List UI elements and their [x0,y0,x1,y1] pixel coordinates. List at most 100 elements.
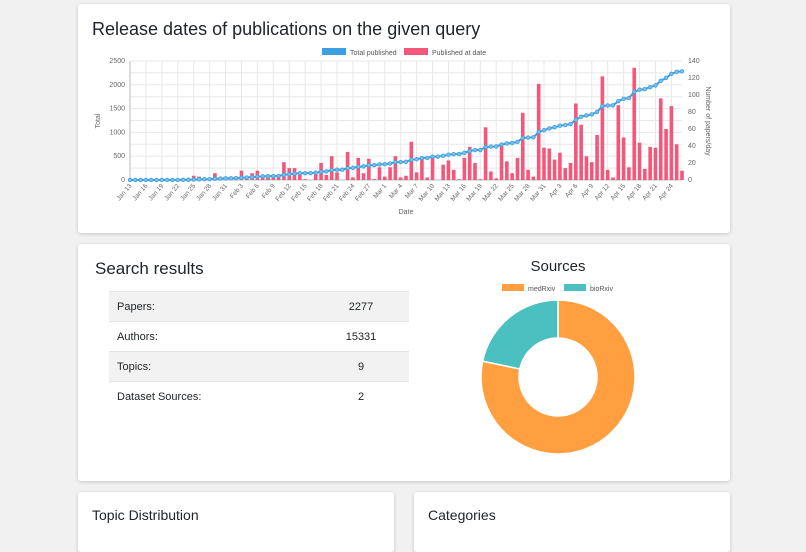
total-point [462,150,467,156]
x-tick-label: Mar 16 [450,182,469,202]
release-chart-card: Release dates of publications on the giv… [78,4,730,233]
total-point [563,122,568,128]
daily-bar [473,163,477,180]
y-left-tick-label: 0 [121,177,125,184]
x-tick-label: Mar 19 [465,182,484,202]
slice-bioRxiv [481,299,559,370]
x-tick-label: Jan 22 [163,183,181,203]
total-point [164,177,170,183]
total-point [451,151,456,157]
row-label: Topics: [109,351,313,382]
total-point [191,177,196,182]
total-point [387,161,393,166]
total-point [663,75,669,81]
x-tick-label: Mar 10 [418,182,437,202]
daily-bar [643,168,647,180]
total-point [196,177,202,182]
total-point [472,147,478,153]
total-point [318,169,324,174]
total-point [483,144,488,150]
total-point [313,170,318,175]
total-point [361,164,366,169]
table-row: Dataset Sources: 2 [109,381,409,411]
total-point [175,177,180,183]
daily-bar [611,177,615,180]
total-point [302,170,308,176]
total-point [626,95,632,101]
total-point [653,83,658,88]
x-tick-label: Feb 27 [354,183,373,203]
daily-bar [483,127,488,180]
legend-swatch-bioRxiv [564,284,586,291]
daily-bar [637,142,642,180]
legend-label-bioRxiv: bioRxiv [590,286,613,293]
total-point [281,172,287,178]
y-left-tick-label: 2000 [109,82,125,89]
daily-bar [605,169,610,180]
y-left-axis-title: Total [95,113,102,128]
daily-bar [648,146,652,180]
daily-bar [239,170,244,180]
total-point [568,121,573,127]
search-results-table: Papers: 2277 Authors: 15331 Topics: 9 Dataset … [109,291,409,411]
daily-bar [266,177,270,180]
total-point [414,157,419,162]
total-point [573,117,579,123]
slice-medRxiv [480,299,636,455]
y-left-tick-label: 2500 [109,58,125,65]
daily-bar [579,124,583,180]
daily-bar [510,173,514,180]
x-tick-label: Feb 12 [274,183,293,203]
daily-bar [558,152,562,180]
daily-bar [658,98,663,180]
row-value: 15331 [313,321,409,352]
total-point [621,96,626,101]
total-point [356,164,361,169]
x-tick-label: Apr 12 [594,182,612,201]
legend-label-medRxiv: medRxiv [528,286,556,293]
x-tick-label: Feb 15 [290,183,309,203]
daily-bar [382,176,387,180]
x-tick-label: Apr 3 [548,182,564,199]
total-point [515,139,520,145]
total-point [334,167,340,172]
daily-bar [276,177,281,180]
daily-bar [574,103,578,180]
total-point [149,177,154,183]
total-point [594,109,600,115]
daily-bar [271,176,276,180]
total-point [297,170,303,176]
daily-bar [552,159,557,180]
total-point [557,123,563,128]
legend-swatch-daily [404,48,428,55]
daily-bar [372,179,376,180]
daily-bar [542,147,546,180]
daily-bar [653,147,658,180]
y-left-tick-label: 500 [113,153,125,160]
daily-bar [669,106,674,180]
daily-bar [303,179,307,180]
total-point [398,159,403,165]
total-point [409,157,414,162]
x-tick-label: Mar 25 [497,182,516,202]
total-point [377,162,382,167]
total-point [616,98,621,104]
daily-bar [505,161,509,180]
x-tick-label: Jan 25 [179,183,197,203]
total-point [366,162,372,168]
total-point [440,153,446,159]
total-point [637,87,642,92]
total-point [509,140,515,146]
total-point [552,125,557,130]
total-point [605,103,610,108]
table-row: Papers: 2277 [109,291,409,322]
legend-label-daily: Published at date [432,50,486,57]
x-tick-label: Feb 21 [322,183,341,203]
total-point [488,144,494,149]
total-point [159,177,165,183]
total-point [345,165,350,171]
legend-label-total: Total published [350,50,397,57]
total-point [578,114,584,119]
total-point [610,103,616,108]
